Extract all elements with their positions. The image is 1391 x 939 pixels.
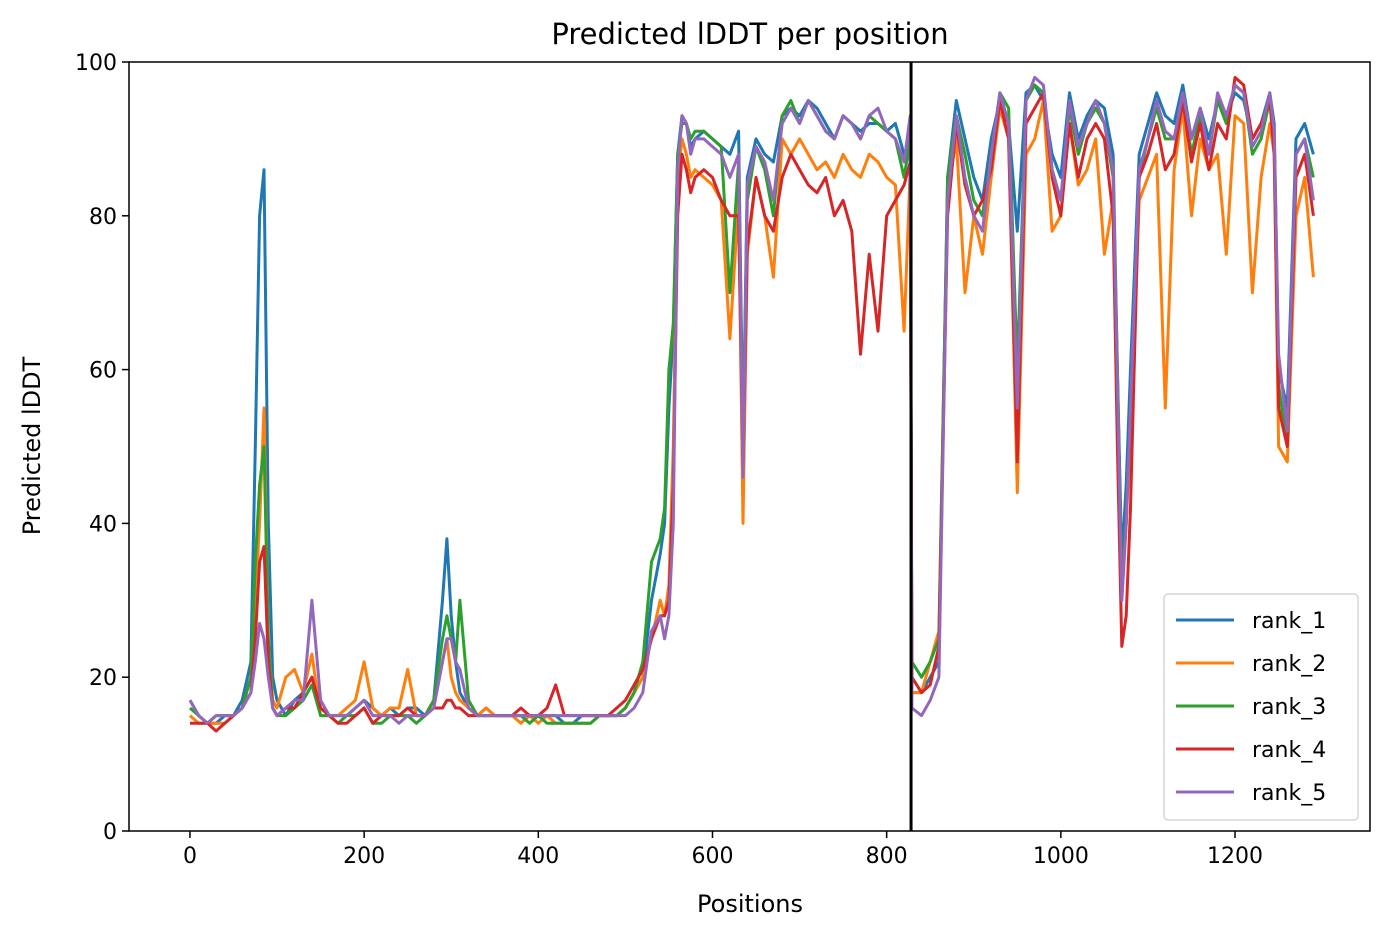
y-tick-label: 40 bbox=[89, 512, 117, 537]
y-tick-label: 100 bbox=[75, 51, 117, 76]
x-tick-label: 1000 bbox=[1033, 844, 1089, 869]
y-tick-label: 20 bbox=[89, 666, 117, 691]
series-layer bbox=[188, 75, 1315, 733]
series-line-rank-5 bbox=[188, 75, 1315, 725]
legend: rank_1 rank_2 rank_3 rank_4 rank_5 bbox=[1163, 593, 1359, 821]
legend-label-rank-3: rank_3 bbox=[1252, 695, 1326, 720]
y-tick-label: 0 bbox=[103, 820, 117, 845]
series-line-rank-3 bbox=[189, 83, 1315, 725]
legend-label-rank-2: rank_2 bbox=[1252, 652, 1326, 677]
x-tick-label: 800 bbox=[866, 844, 908, 869]
series-line-rank-4 bbox=[190, 75, 1315, 733]
y-axis-label: Predicted lDDT bbox=[18, 356, 46, 535]
legend-box bbox=[1163, 593, 1359, 821]
x-tick-label: 600 bbox=[691, 844, 733, 869]
legend-label-rank-1: rank_1 bbox=[1252, 609, 1326, 634]
legend-label-rank-4: rank_4 bbox=[1252, 738, 1326, 763]
x-tick-label: 400 bbox=[517, 844, 559, 869]
x-axis-label: Positions bbox=[697, 890, 803, 918]
x-tick-label: 200 bbox=[343, 844, 385, 869]
y-tick-label: 80 bbox=[89, 205, 117, 230]
y-tick-label: 60 bbox=[89, 359, 117, 384]
legend-label-rank-5: rank_5 bbox=[1252, 781, 1326, 806]
chart-title: Predicted lDDT per position bbox=[551, 17, 948, 51]
x-tick-label: 1200 bbox=[1207, 844, 1263, 869]
series-line-rank-2 bbox=[189, 99, 1315, 725]
plot-area: 0 200 400 600 800 1000 1200 0 20 40 60 80 100 bbox=[75, 51, 1371, 869]
x-tick-label: 0 bbox=[183, 844, 197, 869]
ticks-layer: 0 200 400 600 800 1000 1200 0 20 40 60 80 100 bbox=[75, 51, 1263, 869]
plot-frame bbox=[128, 61, 1371, 832]
